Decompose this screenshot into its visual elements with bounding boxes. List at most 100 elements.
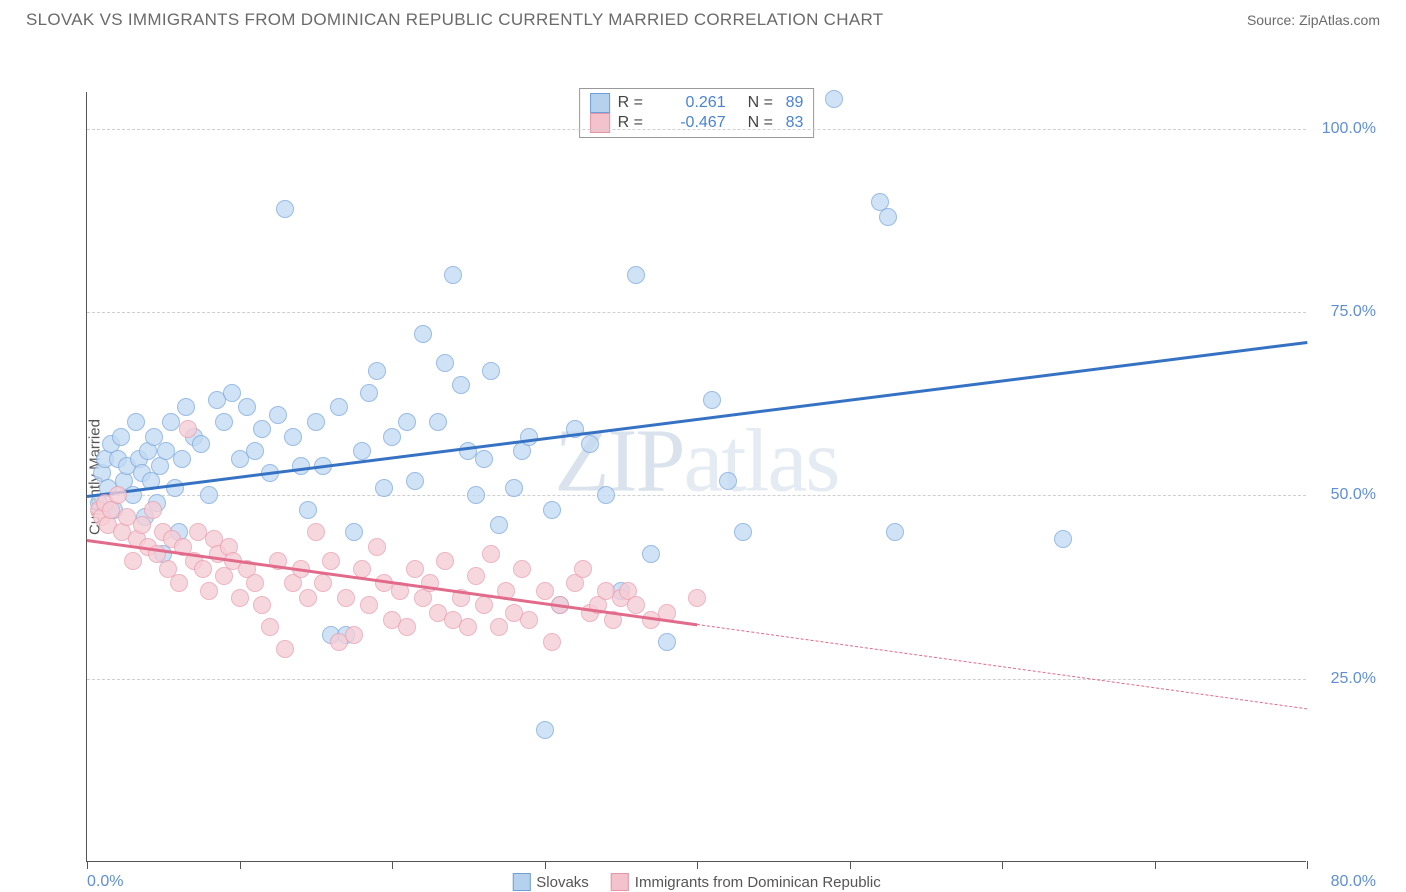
data-point xyxy=(574,560,592,578)
data-point xyxy=(253,596,271,614)
series-legend: Slovaks Immigrants from Dominican Republi… xyxy=(512,873,880,891)
y-tick-label: 25.0% xyxy=(1331,670,1376,688)
correlation-legend: R =0.261N =89R =-0.467N =83 xyxy=(579,88,815,138)
gridline xyxy=(87,129,1306,130)
data-point xyxy=(299,589,317,607)
data-point xyxy=(482,545,500,563)
data-point xyxy=(658,633,676,651)
data-point xyxy=(353,560,371,578)
legend-series-label: Slovaks xyxy=(536,874,589,891)
data-point xyxy=(307,523,325,541)
gridline xyxy=(87,679,1306,680)
data-point xyxy=(109,486,127,504)
data-point xyxy=(231,589,249,607)
data-point xyxy=(688,589,706,607)
data-point xyxy=(192,435,210,453)
data-point xyxy=(144,501,162,519)
data-point xyxy=(703,391,721,409)
data-point xyxy=(536,582,554,600)
legend-swatch xyxy=(611,873,629,891)
data-point xyxy=(436,354,454,372)
data-point xyxy=(383,428,401,446)
legend-series-label: Immigrants from Dominican Republic xyxy=(635,874,881,891)
data-point xyxy=(238,398,256,416)
y-tick-label: 75.0% xyxy=(1331,303,1376,321)
data-point xyxy=(307,413,325,431)
data-point xyxy=(879,208,897,226)
data-point xyxy=(543,501,561,519)
data-point xyxy=(200,582,218,600)
x-tick xyxy=(1155,861,1156,869)
data-point xyxy=(360,596,378,614)
data-point xyxy=(467,486,485,504)
data-point xyxy=(520,611,538,629)
data-point xyxy=(543,633,561,651)
x-tick xyxy=(1002,861,1003,869)
data-point xyxy=(253,420,271,438)
data-point xyxy=(112,428,130,446)
regression-line-extrapolated xyxy=(697,624,1307,709)
data-point xyxy=(581,435,599,453)
data-point xyxy=(467,567,485,585)
data-point xyxy=(825,90,843,108)
legend-swatch xyxy=(590,113,610,133)
plot-region: ZIPatlas Currently Married R =0.261N =89… xyxy=(86,92,1306,862)
data-point xyxy=(406,560,424,578)
data-point xyxy=(261,618,279,636)
x-tick xyxy=(545,861,546,869)
r-value: 0.261 xyxy=(656,94,726,112)
data-point xyxy=(127,413,145,431)
x-axis-min-label: 0.0% xyxy=(87,873,123,891)
data-point xyxy=(330,398,348,416)
data-point xyxy=(398,413,416,431)
legend-swatch xyxy=(590,93,610,113)
r-label: R = xyxy=(618,94,648,112)
x-tick xyxy=(87,861,88,869)
data-point xyxy=(223,384,241,402)
data-point xyxy=(215,413,233,431)
data-point xyxy=(194,560,212,578)
data-point xyxy=(406,472,424,490)
data-point xyxy=(536,721,554,739)
data-point xyxy=(1054,530,1072,548)
data-point xyxy=(276,200,294,218)
data-point xyxy=(353,442,371,460)
data-point xyxy=(452,376,470,394)
data-point xyxy=(719,472,737,490)
legend-swatch xyxy=(512,873,530,891)
data-point xyxy=(886,523,904,541)
data-point xyxy=(246,442,264,460)
x-tick xyxy=(392,861,393,869)
data-point xyxy=(177,398,195,416)
data-point xyxy=(170,574,188,592)
x-tick xyxy=(1307,861,1308,869)
data-point xyxy=(398,618,416,636)
data-point xyxy=(200,486,218,504)
data-point xyxy=(166,479,184,497)
data-point xyxy=(627,596,645,614)
chart-header: SLOVAK VS IMMIGRANTS FROM DOMINICAN REPU… xyxy=(0,0,1406,36)
data-point xyxy=(505,479,523,497)
legend-series-item: Slovaks xyxy=(512,873,589,891)
data-point xyxy=(345,626,363,644)
data-point xyxy=(133,516,151,534)
data-point xyxy=(292,457,310,475)
data-point xyxy=(162,413,180,431)
data-point xyxy=(459,618,477,636)
data-point xyxy=(179,420,197,438)
data-point xyxy=(269,406,287,424)
data-point xyxy=(490,516,508,534)
data-point xyxy=(322,552,340,570)
data-point xyxy=(173,450,191,468)
data-point xyxy=(627,266,645,284)
data-point xyxy=(414,325,432,343)
data-point xyxy=(490,618,508,636)
data-point xyxy=(444,266,462,284)
legend-stat-row: R =-0.467N =83 xyxy=(590,113,804,133)
gridline xyxy=(87,495,1306,496)
data-point xyxy=(475,596,493,614)
data-point xyxy=(314,574,332,592)
data-point xyxy=(734,523,752,541)
chart-title: SLOVAK VS IMMIGRANTS FROM DOMINICAN REPU… xyxy=(26,10,883,30)
data-point xyxy=(475,450,493,468)
